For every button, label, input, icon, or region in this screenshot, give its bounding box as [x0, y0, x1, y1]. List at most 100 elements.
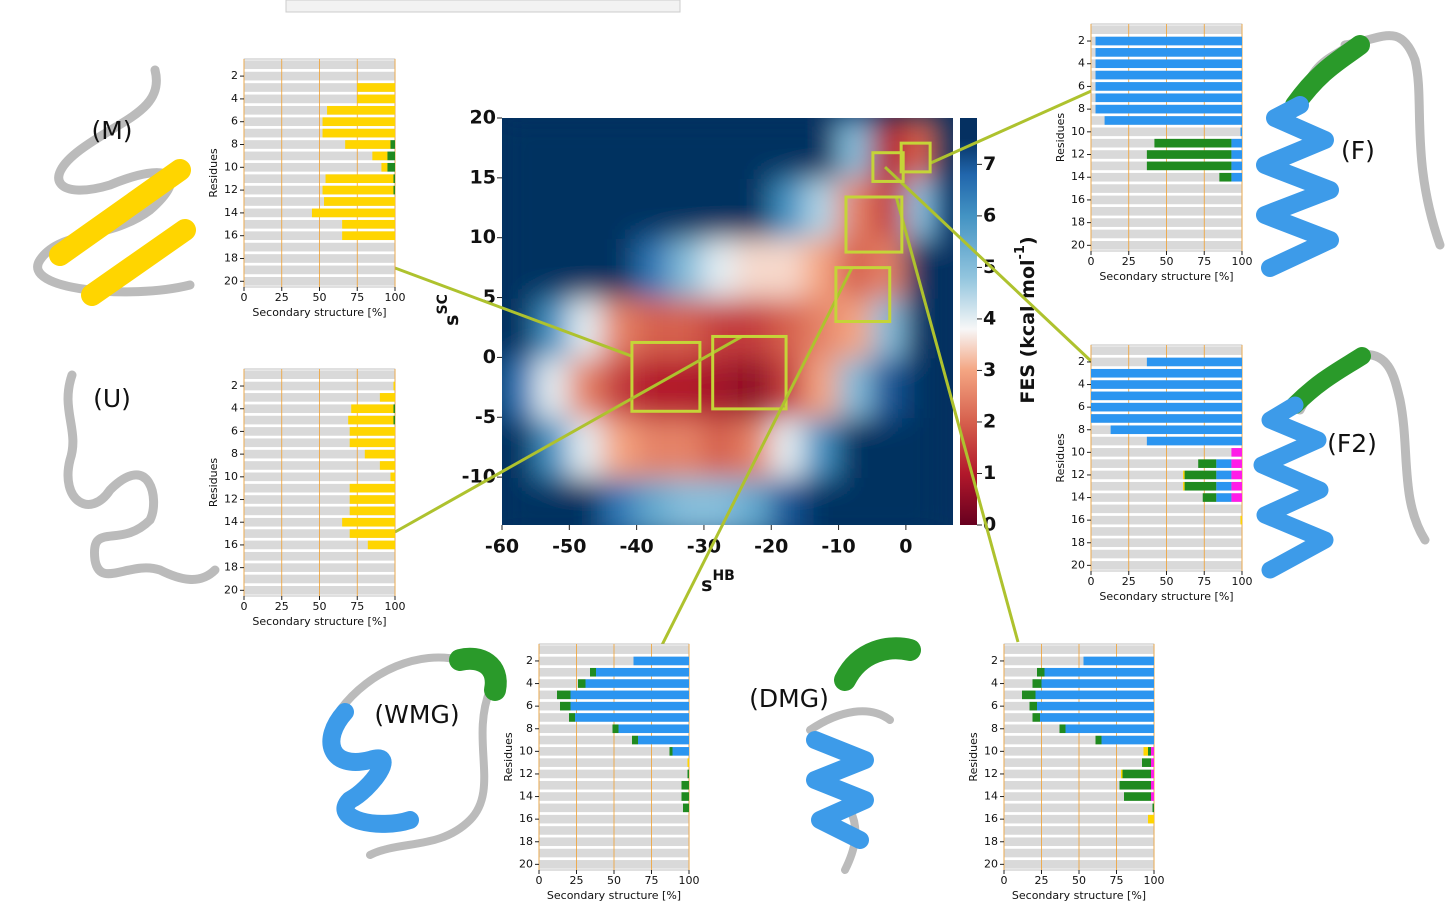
x-tick-label: -40 — [619, 536, 653, 558]
bar-segment — [372, 151, 388, 161]
bar-segment — [590, 667, 596, 677]
structure-label: (F) — [1341, 136, 1375, 165]
fes-cell — [904, 476, 941, 525]
structure-label: (U) — [93, 384, 131, 413]
fes-cell — [871, 356, 907, 419]
x-tick-label: 50 — [1160, 255, 1174, 268]
bar-segment — [1183, 470, 1185, 480]
y-tick-label: 12 — [519, 767, 533, 780]
region-box — [899, 141, 932, 174]
y-axis-label: Residues — [502, 732, 515, 781]
bar-segment — [1091, 414, 1242, 423]
fes-cell — [534, 416, 571, 479]
fes-cell — [803, 176, 840, 239]
y-axis-label: Residues — [967, 732, 980, 781]
bar-segment — [1143, 747, 1148, 756]
x-tick-label: -30 — [687, 536, 721, 558]
region-box — [711, 334, 788, 411]
bar-segment — [349, 427, 395, 436]
fes-cell — [837, 476, 874, 525]
x-tick-label: 25 — [275, 291, 289, 304]
fes-cell — [568, 176, 604, 239]
fes-cell — [736, 176, 773, 239]
colorbar-tick-label: 2 — [983, 410, 996, 432]
bar-segment — [633, 656, 689, 666]
bar-segment — [1095, 735, 1102, 745]
y-tick-label: 10 — [224, 470, 238, 483]
x-tick-label: 100 — [385, 600, 406, 613]
y-label-main: s — [441, 315, 463, 326]
y-tick-label: 14 — [519, 790, 533, 803]
x-tick-label: 75 — [350, 291, 364, 304]
y-tick-label: 14 — [1071, 491, 1085, 504]
y-tick-label: 18 — [984, 835, 998, 848]
bar-segment — [1124, 792, 1151, 801]
bar-segment — [585, 679, 689, 688]
bar-segment — [1104, 116, 1242, 125]
fes-cell — [803, 416, 840, 479]
bar-segment — [1152, 803, 1154, 813]
bar-segment — [1091, 368, 1242, 378]
bar-segment — [1091, 391, 1242, 401]
bar-segment — [1231, 481, 1242, 491]
x-tick-label: 50 — [607, 874, 621, 887]
bar-segment — [1151, 769, 1154, 779]
y-tick-label: 10 — [1071, 125, 1085, 138]
x-tick-label: 25 — [1122, 575, 1136, 588]
bar-segment — [1095, 59, 1242, 69]
fes-cell — [635, 236, 672, 299]
x-tick-label: 75 — [1197, 255, 1211, 268]
y-tick-label: 4 — [231, 402, 238, 415]
fes-cell — [770, 296, 806, 359]
y-axis-label: Residues — [207, 458, 220, 507]
bar-segment — [393, 404, 395, 414]
colorbar-tick-label: 1 — [983, 462, 996, 484]
bar-segment — [596, 667, 689, 677]
fes-cell — [635, 176, 672, 239]
bar-segment — [560, 701, 571, 711]
x-axis-label: Secondary structure [%] — [252, 615, 386, 628]
y-tick-label: 10 — [984, 744, 998, 757]
bar-segment — [357, 83, 395, 92]
bar-segment — [1231, 448, 1242, 457]
x-tick-label: 100 — [1232, 575, 1253, 588]
bar-segment — [351, 404, 394, 414]
x-tick-label: 0 — [899, 536, 912, 558]
y-tick-label: 18 — [1071, 536, 1085, 549]
bar-segment — [1216, 470, 1232, 480]
bar-segment — [1146, 150, 1232, 159]
y-tick-label: 4 — [991, 677, 998, 690]
y-tick-label: 14 — [224, 206, 238, 219]
bar-segment — [570, 701, 689, 711]
connector — [929, 86, 1099, 165]
bar-segment — [1035, 690, 1154, 700]
y-tick-label: 2 — [991, 654, 998, 667]
bar-segment — [1183, 481, 1185, 491]
fes-cell — [635, 416, 672, 479]
x-tick-label: 25 — [570, 874, 584, 887]
x-tick-label: 50 — [313, 600, 327, 613]
connector — [394, 335, 743, 534]
bar-segment — [393, 415, 395, 425]
x-tick-label: 25 — [275, 600, 289, 613]
fes-cell — [702, 176, 739, 239]
bar-segment — [342, 231, 395, 241]
bar-segment — [1184, 470, 1217, 480]
bar-segment — [669, 747, 673, 756]
x-tick-label: 75 — [1110, 874, 1124, 887]
y-tick-label: 8 — [231, 138, 238, 151]
colorbar-tick-label: 3 — [983, 359, 996, 381]
fes-cell — [534, 476, 571, 525]
bar-segment — [672, 747, 689, 756]
y-tick-label: 4 — [1078, 378, 1085, 391]
fes-cell — [736, 118, 773, 179]
bar-segment — [390, 140, 395, 149]
y-tick-label: 10 — [224, 160, 238, 173]
bar-segment — [1240, 515, 1242, 525]
y-tick-label: 6 — [231, 115, 238, 128]
bar-segment — [575, 713, 689, 722]
fes-cell — [534, 356, 571, 419]
bar-segment — [618, 724, 689, 734]
y-tick-label: 14 — [984, 790, 998, 803]
bar-segment — [1032, 713, 1040, 722]
